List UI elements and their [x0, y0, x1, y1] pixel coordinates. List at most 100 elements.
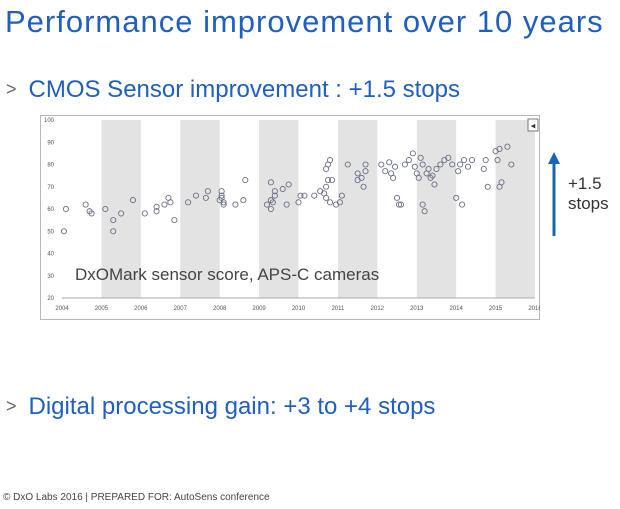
data-point — [297, 192, 304, 199]
y-tick-label: 40 — [47, 252, 54, 258]
year-band — [180, 120, 220, 298]
data-point — [263, 201, 271, 208]
data-point — [220, 201, 227, 208]
bullet-marker: > — [6, 79, 17, 99]
data-point — [494, 157, 501, 164]
x-tick-label: 2016 — [528, 306, 540, 312]
data-point — [453, 194, 460, 201]
data-point — [279, 185, 286, 193]
data-point — [323, 194, 330, 201]
data-point — [311, 192, 318, 199]
data-point — [344, 161, 351, 168]
data-point — [417, 154, 424, 161]
data-point — [464, 163, 472, 170]
data-point — [415, 174, 422, 181]
chart-frame — [40, 115, 540, 320]
data-point — [445, 154, 452, 161]
data-point — [267, 179, 274, 186]
data-point — [192, 192, 200, 199]
data-point — [60, 228, 68, 235]
data-point — [204, 188, 211, 195]
y-tick-label: 70 — [47, 185, 54, 191]
data-point — [484, 183, 491, 190]
y-tick-label: 60 — [47, 207, 54, 213]
x-tick-label: 2014 — [449, 306, 463, 312]
data-point — [242, 177, 249, 184]
y-tick-label: 90 — [47, 140, 54, 146]
data-point — [378, 161, 385, 168]
data-point — [325, 177, 332, 184]
data-point — [358, 174, 365, 181]
data-point — [419, 161, 426, 168]
data-point — [161, 201, 168, 208]
data-point — [393, 194, 401, 201]
data-point — [110, 217, 117, 224]
data-point — [354, 170, 361, 177]
data-point — [409, 150, 416, 157]
data-point — [271, 192, 278, 199]
data-point — [323, 183, 330, 190]
arrow-up-icon — [545, 150, 615, 240]
data-point — [362, 161, 369, 168]
data-point — [218, 188, 225, 195]
y-tick-label: 30 — [47, 274, 54, 280]
data-point — [328, 177, 336, 184]
data-point — [425, 165, 432, 173]
data-point — [455, 168, 462, 175]
data-point — [153, 203, 160, 210]
data-point — [62, 205, 69, 213]
x-tick-label: 2008 — [213, 306, 227, 312]
x-tick-label: 2004 — [55, 306, 69, 312]
y-tick-label: 100 — [44, 118, 55, 124]
sensor-score-chart: ◂ 20 30 40 50 60 70 80 90 100 2004 2005 2006 2007 2008… — [40, 115, 542, 320]
data-point — [336, 199, 343, 206]
data-point — [429, 172, 436, 179]
footer-text: © DxO Labs 2016 | PREPARED FOR: AutoSens… — [3, 492, 270, 503]
x-tick-label: 2009 — [252, 306, 266, 312]
collapse-toggle-glyph: ◂ — [531, 122, 536, 132]
data-point — [419, 201, 426, 208]
y-tick-label: 50 — [47, 229, 54, 235]
bullet-sensor-improvement: > CMOS Sensor improvement : +1.5 stops — [6, 76, 460, 104]
data-point — [457, 161, 464, 168]
bullet-marker: > — [6, 396, 17, 416]
data-point — [459, 201, 466, 208]
year-band — [337, 120, 378, 298]
arrow-label: +1.5 stops — [568, 174, 609, 213]
collapse-toggle — [527, 118, 539, 132]
data-point — [421, 208, 428, 215]
data-point — [401, 161, 408, 168]
x-tick-label: 2005 — [95, 306, 109, 312]
data-point — [390, 174, 397, 181]
data-point — [185, 199, 192, 206]
data-point — [338, 192, 345, 199]
data-point — [468, 157, 475, 164]
data-point — [411, 163, 418, 170]
data-point — [496, 145, 503, 152]
data-point — [460, 157, 468, 164]
year-band — [259, 120, 299, 298]
data-point — [129, 197, 136, 204]
data-point — [431, 181, 438, 188]
data-point — [110, 228, 117, 235]
x-tick-label: 2006 — [134, 306, 148, 312]
x-tick-label: 2013 — [410, 306, 424, 312]
data-point — [167, 199, 174, 206]
bullet-processing-gain: > Digital processing gain: +3 to +4 stops — [6, 393, 435, 421]
data-point — [392, 163, 399, 170]
data-point — [240, 197, 247, 204]
data-point — [397, 201, 405, 208]
data-point — [437, 161, 444, 168]
data-point — [504, 143, 511, 150]
data-point — [202, 194, 209, 201]
y-tick-label: 80 — [47, 163, 54, 169]
y-tick-label: 20 — [47, 296, 54, 302]
data-point — [382, 168, 389, 175]
data-point — [283, 201, 290, 208]
data-point — [118, 210, 125, 217]
data-point — [449, 161, 456, 168]
data-point — [362, 168, 369, 175]
data-point — [171, 217, 178, 224]
data-point — [395, 201, 403, 208]
slide-title: Performance improvement over 10 years — [5, 4, 604, 39]
